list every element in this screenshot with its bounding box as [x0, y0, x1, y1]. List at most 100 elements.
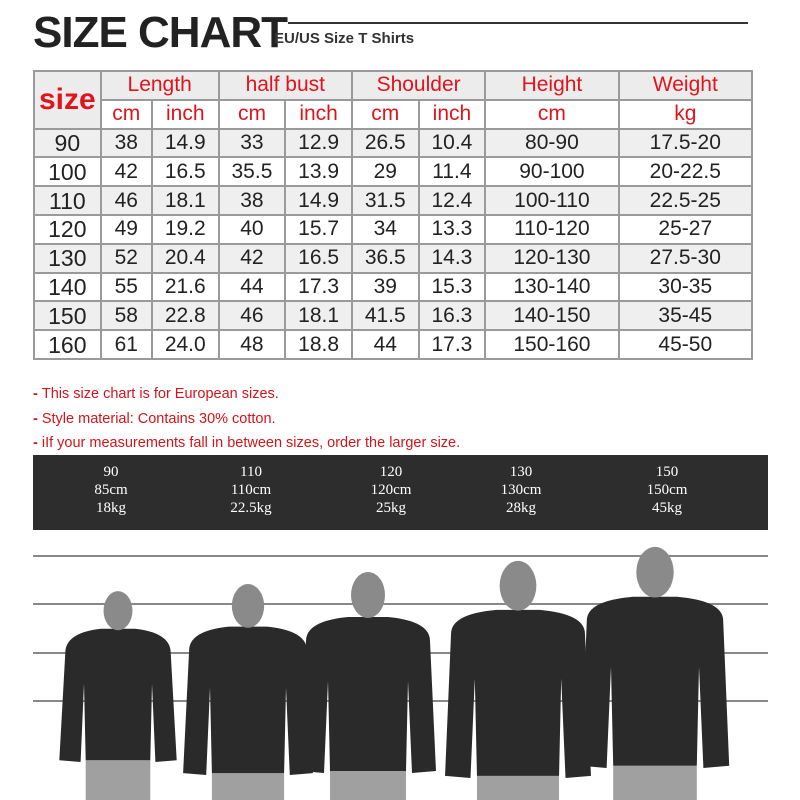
legs [476, 775, 560, 800]
value-cell: 61 [99, 329, 153, 360]
legs [211, 773, 285, 800]
model-silhouettes [59, 546, 730, 800]
head [499, 560, 537, 611]
value-cell: 46 [217, 300, 287, 332]
value-cell: 150-160 [484, 329, 620, 360]
value-cell: 20-22.5 [617, 156, 754, 188]
model-weight: 22.5kg [230, 500, 272, 516]
size-cell: 160 [33, 329, 102, 360]
size-cell: 140 [33, 271, 102, 303]
value-cell: 14.3 [417, 242, 487, 274]
value-cell: 30-35 [617, 271, 754, 303]
unit-header: inch [417, 98, 487, 130]
value-cell: 18.8 [284, 329, 353, 360]
note: Style material: Contains 30% cotton. [33, 407, 460, 432]
model-info: 120 120cm 25kg [351, 463, 431, 517]
value-cell: 14.9 [284, 185, 353, 216]
model-height: 130cm [500, 482, 542, 498]
table-row: 160 61 24.0 48 18.8 44 17.3 150-160 45-50 [33, 329, 754, 360]
unit-header: cm [484, 98, 620, 130]
value-cell: 31.5 [350, 185, 420, 216]
group-header: Length [99, 70, 220, 101]
value-cell: 58 [99, 300, 153, 332]
shirt [300, 617, 436, 773]
size-cell: 100 [33, 156, 102, 188]
head [351, 572, 385, 618]
value-cell: 44 [350, 329, 420, 360]
height-line [33, 555, 768, 557]
note: iIf your measurements fall in between si… [33, 431, 460, 456]
unit-header: cm [350, 98, 420, 130]
size-header: size [33, 70, 102, 130]
value-cell: 100-110 [484, 185, 620, 216]
model-silhouette [59, 591, 177, 800]
value-cell: 49 [99, 213, 153, 245]
value-cell: 42 [217, 242, 287, 274]
value-cell: 12.9 [284, 127, 353, 159]
table-row: 100 42 16.5 35.5 13.9 29 11.4 90-100 20-22.5 [33, 156, 754, 188]
unit-header: inch [150, 98, 220, 130]
size-cell: 130 [33, 242, 102, 274]
value-cell: 33 [217, 127, 287, 159]
value-cell: 39 [350, 271, 420, 303]
value-cell: 29 [350, 156, 420, 188]
model-weight: 28kg [506, 500, 536, 516]
height-line [33, 603, 768, 605]
value-cell: 18.1 [284, 300, 353, 332]
value-cell: 35-45 [617, 300, 754, 332]
size-cell: 150 [33, 300, 102, 332]
shirt [580, 596, 730, 768]
size-cell: 110 [33, 185, 102, 216]
page-title: SIZE CHART [33, 8, 288, 57]
value-cell: 12.4 [417, 185, 487, 216]
model-height: 120cm [370, 482, 412, 498]
value-cell: 120-130 [484, 242, 620, 274]
size-cell: 90 [33, 127, 102, 159]
model-height: 110cm [230, 482, 272, 498]
model-height: 85cm [94, 482, 128, 498]
value-cell: 17.3 [417, 329, 487, 360]
model-size: 130 [509, 464, 533, 480]
value-cell: 18.1 [150, 185, 220, 216]
value-cell: 22.5-25 [617, 185, 754, 216]
value-cell: 36.5 [350, 242, 420, 274]
model-size: 150 [655, 464, 679, 480]
value-cell: 11.4 [417, 156, 487, 188]
group-header: half bust [217, 70, 353, 101]
model-weight: 45kg [652, 500, 682, 516]
model-silhouette [183, 584, 313, 800]
model-height: 150cm [646, 482, 688, 498]
value-cell: 52 [99, 242, 153, 274]
model-weight: 25kg [376, 500, 406, 516]
value-cell: 16.5 [284, 242, 353, 274]
subtitle: EU/US Size T Shirts [274, 30, 415, 47]
value-cell: 41.5 [350, 300, 420, 332]
value-cell: 24.0 [150, 329, 220, 360]
value-cell: 44 [217, 271, 287, 303]
value-cell: 10.4 [417, 127, 487, 159]
value-cell: 19.2 [150, 213, 220, 245]
value-cell: 25-27 [617, 213, 754, 245]
model-info: 90 85cm 18kg [71, 463, 151, 517]
unit-header: inch [284, 98, 353, 130]
unit-header: cm [99, 98, 153, 130]
model-info: 110 110cm 22.5kg [211, 463, 291, 517]
model-info: 150 150cm 45kg [627, 463, 707, 517]
head [231, 584, 265, 628]
table-row: 130 52 20.4 42 16.5 36.5 14.3 120-130 27.5-30 [33, 242, 754, 274]
unit-header: kg [617, 98, 754, 130]
value-cell: 42 [99, 156, 153, 188]
model-silhouette [445, 560, 591, 800]
model-silhouette [580, 546, 730, 800]
group-header: Height [484, 70, 620, 101]
value-cell: 27.5-30 [617, 242, 754, 274]
value-cell: 15.7 [284, 213, 353, 245]
model-weight: 18kg [96, 500, 126, 516]
table-row: 120 49 19.2 40 15.7 34 13.3 110-120 25-27 [33, 213, 754, 245]
value-cell: 21.6 [150, 271, 220, 303]
value-cell: 46 [99, 185, 153, 216]
table-row: 150 58 22.8 46 18.1 41.5 16.3 140-150 35-45 [33, 300, 754, 332]
value-cell: 38 [217, 185, 287, 216]
table-row: 110 46 18.1 38 14.9 31.5 12.4 100-110 22.5-25 [33, 185, 754, 216]
